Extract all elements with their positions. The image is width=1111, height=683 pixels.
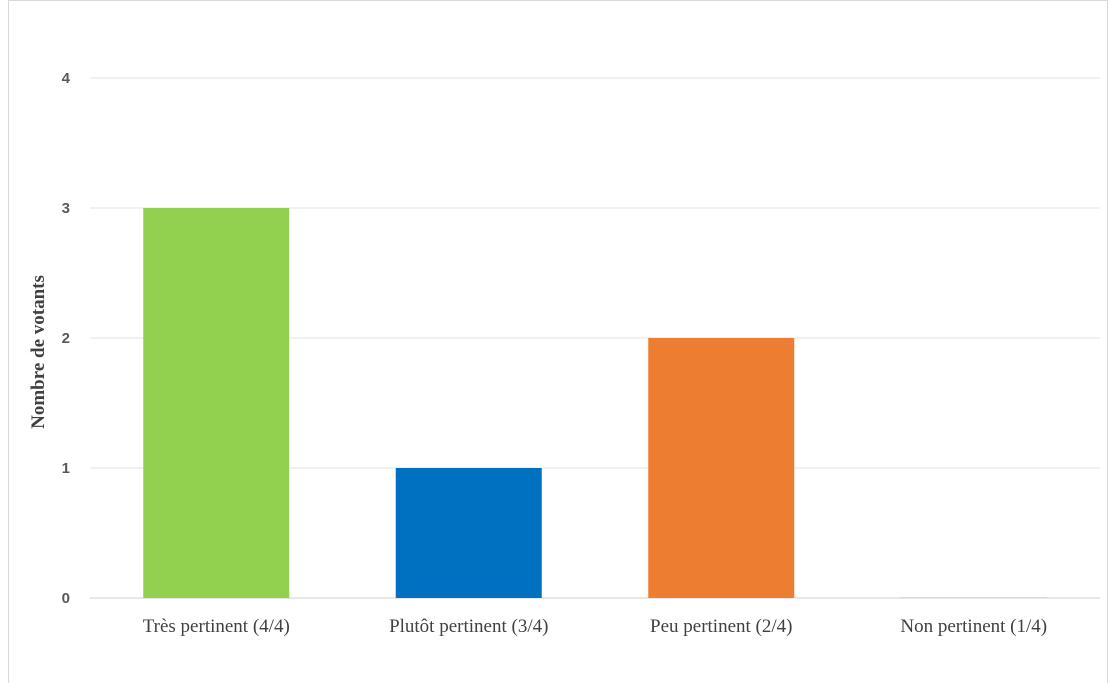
y-tick-label: 1	[62, 460, 70, 477]
bar	[395, 468, 542, 598]
bars	[143, 208, 1047, 598]
y-tick-label: 4	[62, 70, 71, 87]
x-category-label: Très pertinent (4/4)	[143, 616, 290, 637]
x-category-label: Non pertinent (1/4)	[900, 616, 1047, 637]
y-tick-label: 3	[62, 200, 70, 217]
x-category-label: Peu pertinent (2/4)	[650, 616, 792, 637]
bar	[900, 597, 1047, 598]
bar	[143, 208, 290, 598]
x-category-label: Plutôt pertinent (3/4)	[389, 616, 548, 637]
x-category-labels: Très pertinent (4/4) Plutôt pertinent (3/…	[143, 616, 1047, 637]
y-tick-labels: 0 1 2 3 4	[62, 70, 71, 607]
bar	[648, 338, 795, 598]
y-tick-label: 2	[62, 330, 70, 347]
y-tick-label: 0	[62, 590, 70, 607]
y-axis-title: Nombre de votants	[28, 275, 49, 429]
